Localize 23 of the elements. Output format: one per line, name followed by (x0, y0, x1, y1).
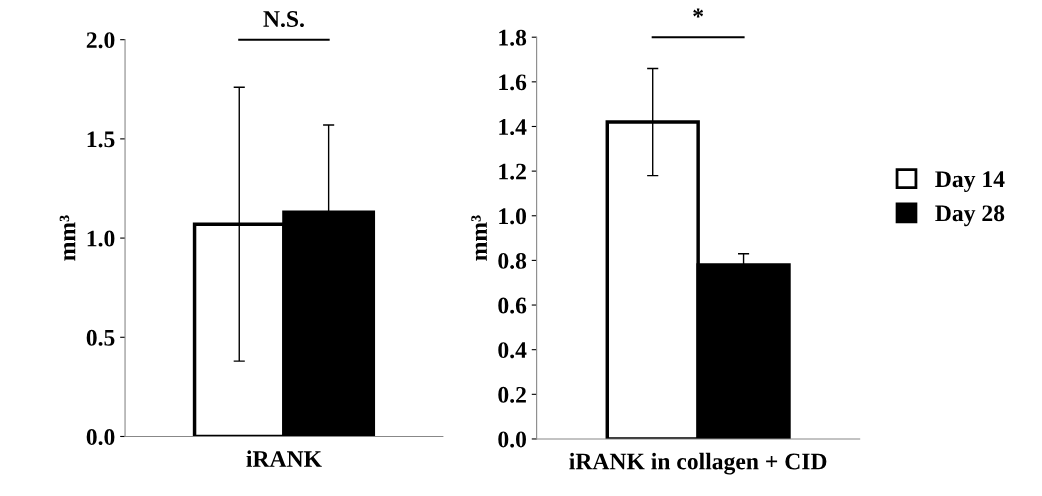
y-axis-title: mm³ (471, 215, 487, 261)
y-tick-label: 0.6 (498, 297, 527, 314)
y-axis-title: mm³ (59, 215, 76, 261)
y-tick-label: 0.8 (498, 252, 527, 269)
y-tick-label: 1.6 (499, 74, 527, 91)
y-tick-label: 1.0 (87, 230, 115, 247)
y-tick-label: 0.2 (498, 386, 526, 403)
y-tick-label: 0.4 (498, 342, 527, 359)
y-tick-label: 2.0 (86, 32, 115, 49)
y-tick-label: 0.5 (86, 329, 115, 346)
text: N.S. (263, 11, 304, 28)
y-tick-label: 1.0 (499, 208, 527, 225)
y-tick-label: 1.8 (499, 29, 527, 46)
y-tick-label: 0.0 (498, 431, 527, 448)
y-tick-label: 1.2 (499, 163, 526, 180)
text: * (693, 8, 704, 18)
legend-label: Day 14 (935, 171, 1005, 192)
x-tick-label: iRANK (246, 450, 322, 467)
y-tick-label: 1.4 (499, 119, 527, 136)
y-tick-label: 0.0 (86, 428, 115, 446)
x-tick-label: iRANK in collagen + CID (569, 452, 827, 475)
legend-label: Day 28 (935, 205, 1005, 227)
y-tick-label: 1.5 (87, 131, 115, 148)
